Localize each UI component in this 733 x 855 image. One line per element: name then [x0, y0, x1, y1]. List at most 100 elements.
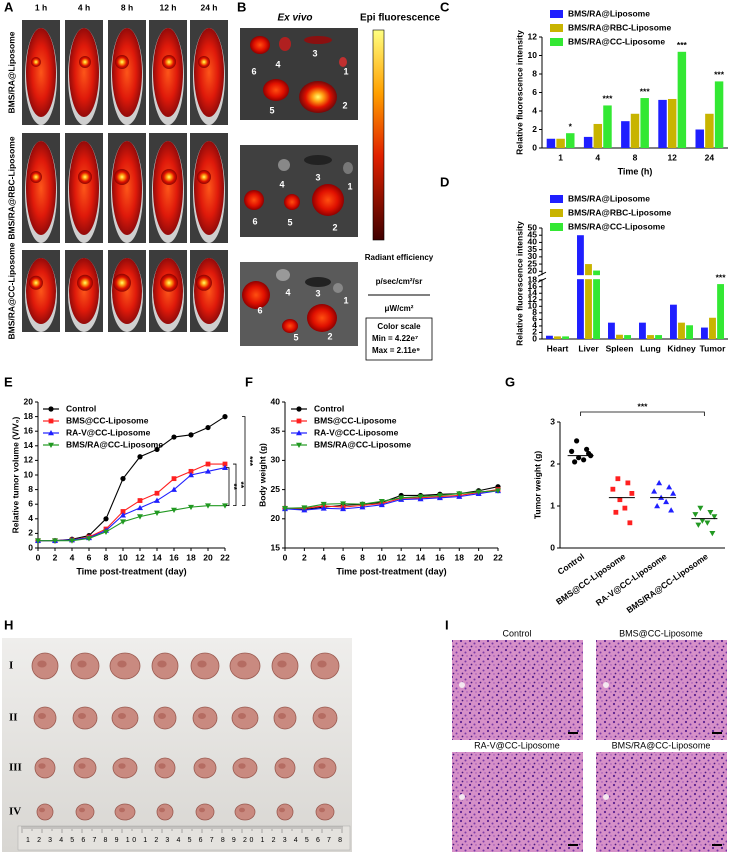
panel-label: A [4, 0, 14, 14]
point [699, 518, 706, 524]
legend-label: BMS/RA@CC-Liposome [314, 439, 411, 449]
organ-label: 6 [251, 66, 256, 76]
x-tick-label: 8 [360, 552, 365, 562]
bar [647, 335, 654, 339]
bar [678, 322, 685, 339]
histology-image [596, 640, 727, 740]
point [171, 507, 177, 514]
hotspot [161, 169, 177, 185]
series-line [284, 490, 499, 511]
bar [709, 317, 716, 339]
x-tick-label: 12 [135, 552, 145, 562]
point [188, 432, 194, 438]
legend-swatch [550, 24, 563, 32]
significance: *** [638, 401, 649, 411]
tumor [276, 803, 294, 821]
x-tick-label: Kidney [667, 343, 696, 353]
significance: ** [236, 482, 246, 489]
y-tick-label: 10 [528, 301, 538, 311]
significance: *** [677, 40, 688, 50]
significance-bracket [233, 463, 237, 507]
tumor-spot [279, 807, 285, 813]
tumor-spot [318, 763, 326, 769]
image-label: BMS/RA@CC-Liposome [612, 740, 711, 750]
point [670, 490, 677, 496]
tumor-spot [318, 713, 326, 719]
y-tick-label: 14 [528, 287, 538, 297]
y-tick-label: 2 [28, 528, 33, 538]
tumor-spot [117, 660, 127, 668]
bar [593, 123, 603, 148]
x-tick-label: 20 [203, 552, 213, 562]
point [692, 512, 699, 518]
point [171, 434, 177, 440]
y-tick-label: 20 [24, 396, 34, 406]
scale-box [365, 317, 433, 361]
organ [343, 162, 353, 174]
fluorescence [153, 28, 183, 117]
panel-title: Ex vivo [277, 13, 312, 24]
group-label: BMS/RA@Liposome [6, 31, 16, 113]
panel-label: G [505, 374, 515, 389]
bar [667, 98, 677, 148]
series-line [38, 416, 226, 542]
tumor [313, 757, 337, 779]
legend-marker [296, 430, 302, 436]
scale-unit: μW/cm² [385, 304, 414, 313]
y-tick-label: 2 [532, 327, 537, 337]
image-label: Control [502, 628, 531, 638]
tumor-spot [118, 763, 126, 769]
organ [304, 155, 332, 165]
point [666, 484, 673, 490]
tumor-spot [158, 763, 166, 769]
tumor-spot [237, 660, 247, 668]
scale-text: Max = 2.11e⁹ [372, 346, 420, 355]
bar [695, 129, 704, 148]
organ [244, 190, 264, 210]
point [137, 454, 143, 460]
histology-image [452, 752, 583, 852]
x-tick-label: 2 [302, 552, 307, 562]
legend-marker [296, 406, 302, 412]
tumor [112, 757, 138, 779]
bar [686, 325, 693, 339]
point [475, 489, 482, 495]
legend-label: BMS@CC-Liposome [314, 415, 397, 425]
point [417, 494, 424, 500]
histology-image [596, 752, 727, 852]
organ [284, 194, 300, 210]
tumor [231, 706, 259, 730]
legend-marker [296, 418, 302, 424]
legend-label: Control [66, 403, 96, 413]
organ [279, 37, 291, 51]
fluorescence [194, 258, 224, 324]
tumor [274, 757, 296, 779]
point [222, 461, 228, 467]
legend-label: BMS/RA@RBC-Liposome [568, 207, 671, 217]
y-tick-label: 20 [271, 513, 281, 523]
y-tick-label: 6 [532, 314, 537, 324]
bar [701, 327, 708, 339]
y-tick-label: 6 [28, 498, 33, 508]
point [697, 505, 704, 512]
x-tick-label: 16 [169, 552, 179, 562]
point [695, 522, 702, 528]
bar [655, 335, 662, 339]
scale-text: Min = 4.22e⁷ [372, 334, 418, 343]
axis-break [538, 275, 728, 280]
y-tick-label: 20 [528, 266, 538, 276]
series-line [38, 505, 225, 542]
tumor-spot [78, 763, 86, 769]
tumor-spot [278, 763, 286, 769]
point [222, 464, 228, 470]
point [581, 457, 587, 463]
point [205, 468, 211, 474]
organ-label: 1 [347, 181, 352, 191]
point [378, 501, 385, 508]
tumor [154, 757, 176, 779]
bar [583, 136, 593, 148]
series-line [285, 489, 499, 509]
organ [278, 159, 290, 171]
bar [717, 284, 724, 339]
point [456, 491, 463, 497]
